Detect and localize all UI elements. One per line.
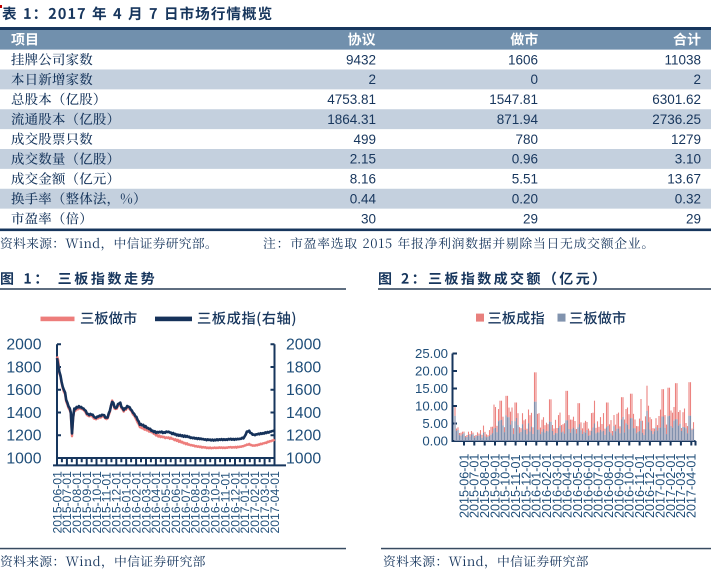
svg-text:5.51: 5.51 (512, 172, 538, 187)
svg-text:2: 2 (368, 72, 376, 87)
svg-text:1600: 1600 (6, 382, 41, 399)
svg-text:2016-06-01: 2016-06-01 (169, 471, 183, 534)
svg-text:2017-04-01: 2017-04-01 (268, 471, 282, 534)
svg-text:1800: 1800 (286, 359, 321, 376)
svg-text:1000: 1000 (6, 450, 41, 467)
svg-text:2016-03-01: 2016-03-01 (550, 454, 564, 518)
svg-text:1547.81: 1547.81 (489, 92, 538, 107)
svg-text:1000: 1000 (286, 450, 321, 467)
svg-text:2016-06-01: 2016-06-01 (581, 454, 595, 518)
svg-text:4753.81: 4753.81 (327, 92, 376, 107)
svg-text:2736.25: 2736.25 (652, 112, 701, 127)
svg-text:2017-01-01: 2017-01-01 (654, 454, 668, 518)
svg-text:2015-12-01: 2015-12-01 (519, 454, 533, 518)
svg-text:2015-10-01: 2015-10-01 (499, 454, 513, 518)
svg-text:3.10: 3.10 (675, 152, 701, 167)
svg-text:2016-04-01: 2016-04-01 (149, 471, 163, 534)
svg-text:2015-07-01: 2015-07-01 (468, 454, 482, 518)
svg-text:2016-01-01: 2016-01-01 (120, 471, 134, 534)
svg-text:871.94: 871.94 (497, 112, 539, 127)
svg-text:2016-01-01: 2016-01-01 (530, 454, 544, 518)
svg-text:2015-06-01: 2015-06-01 (50, 471, 64, 534)
svg-text:2015-09-01: 2015-09-01 (488, 454, 502, 518)
svg-text:2016-03-01: 2016-03-01 (139, 471, 153, 534)
svg-text:2015-06-01: 2015-06-01 (457, 454, 471, 518)
svg-text:2016-12-01: 2016-12-01 (228, 471, 242, 534)
svg-text:5.00: 5.00 (422, 416, 448, 431)
svg-text:29: 29 (686, 211, 701, 226)
svg-text:9432: 9432 (346, 52, 376, 67)
svg-text:2016-11-01: 2016-11-01 (218, 472, 232, 534)
svg-text:0.96: 0.96 (512, 152, 538, 167)
svg-text:1400: 1400 (6, 405, 41, 422)
svg-text:0.20: 0.20 (512, 191, 538, 206)
svg-text:1864.31: 1864.31 (327, 112, 376, 127)
svg-text:2015-12-01: 2015-12-01 (110, 471, 124, 534)
svg-text:2017-04-01: 2017-04-01 (685, 454, 699, 518)
svg-text:1400: 1400 (286, 405, 321, 422)
svg-text:1800: 1800 (6, 359, 41, 376)
svg-text:2016-09-01: 2016-09-01 (612, 454, 626, 518)
svg-text:499: 499 (353, 132, 376, 147)
svg-text:2016-02-01: 2016-02-01 (129, 471, 143, 534)
svg-text:2016-08-01: 2016-08-01 (189, 471, 203, 534)
svg-text:1600: 1600 (286, 382, 321, 399)
svg-text:2016-07-01: 2016-07-01 (592, 454, 606, 518)
svg-text:2016-12-01: 2016-12-01 (643, 454, 657, 518)
svg-text:8.16: 8.16 (350, 172, 376, 187)
svg-text:10.00: 10.00 (415, 399, 448, 414)
svg-text:2016-05-01: 2016-05-01 (159, 471, 173, 534)
svg-text:2015-08-01: 2015-08-01 (70, 471, 84, 534)
svg-text:29: 29 (523, 211, 538, 226)
svg-text:0: 0 (530, 72, 538, 87)
svg-text:2000: 2000 (6, 337, 41, 354)
svg-text:2015-07-01: 2015-07-01 (60, 471, 74, 534)
svg-text:1200: 1200 (6, 428, 41, 445)
svg-text:2015-10-01: 2015-10-01 (90, 471, 104, 534)
svg-text:11038: 11038 (664, 52, 701, 67)
svg-text:2016-10-01: 2016-10-01 (623, 454, 637, 518)
svg-text:2017-03-01: 2017-03-01 (258, 471, 272, 534)
svg-text:1279: 1279 (671, 132, 701, 147)
svg-text:2016-04-01: 2016-04-01 (561, 454, 575, 518)
svg-text:2: 2 (693, 72, 701, 87)
svg-text:2016-05-01: 2016-05-01 (571, 454, 585, 518)
svg-text:2017-02-01: 2017-02-01 (248, 471, 262, 534)
svg-text:2015-11-01: 2015-11-01 (100, 472, 114, 534)
svg-text:1200: 1200 (286, 428, 321, 445)
svg-text:2.15: 2.15 (350, 152, 376, 167)
svg-text:2016-11-01: 2016-11-01 (633, 455, 647, 519)
svg-text:2016-09-01: 2016-09-01 (199, 471, 213, 534)
svg-text:2017-03-01: 2017-03-01 (674, 454, 688, 518)
svg-text:25.00: 25.00 (415, 346, 448, 361)
svg-text:6301.62: 6301.62 (652, 92, 701, 107)
svg-text:13.67: 13.67 (667, 172, 701, 187)
svg-text:0.32: 0.32 (675, 191, 701, 206)
svg-text:2017-01-01: 2017-01-01 (238, 471, 252, 534)
svg-text:30: 30 (361, 211, 376, 226)
svg-text:2015-11-01: 2015-11-01 (509, 455, 523, 519)
svg-text:2016-08-01: 2016-08-01 (602, 454, 616, 518)
svg-text:2000: 2000 (286, 337, 321, 354)
svg-text:2015-09-01: 2015-09-01 (80, 471, 94, 534)
svg-text:20.00: 20.00 (415, 364, 448, 379)
svg-text:0.00: 0.00 (422, 434, 448, 449)
svg-text:2016-07-01: 2016-07-01 (179, 471, 193, 534)
svg-text:15.00: 15.00 (415, 381, 448, 396)
svg-text:2017-02-01: 2017-02-01 (664, 454, 678, 518)
svg-text:780: 780 (515, 132, 538, 147)
svg-text:2016-10-01: 2016-10-01 (208, 471, 222, 534)
svg-text:0.44: 0.44 (350, 191, 377, 206)
svg-text:2015-08-01: 2015-08-01 (478, 454, 492, 518)
svg-text:2016-02-01: 2016-02-01 (540, 454, 554, 518)
svg-text:1606: 1606 (508, 52, 538, 67)
